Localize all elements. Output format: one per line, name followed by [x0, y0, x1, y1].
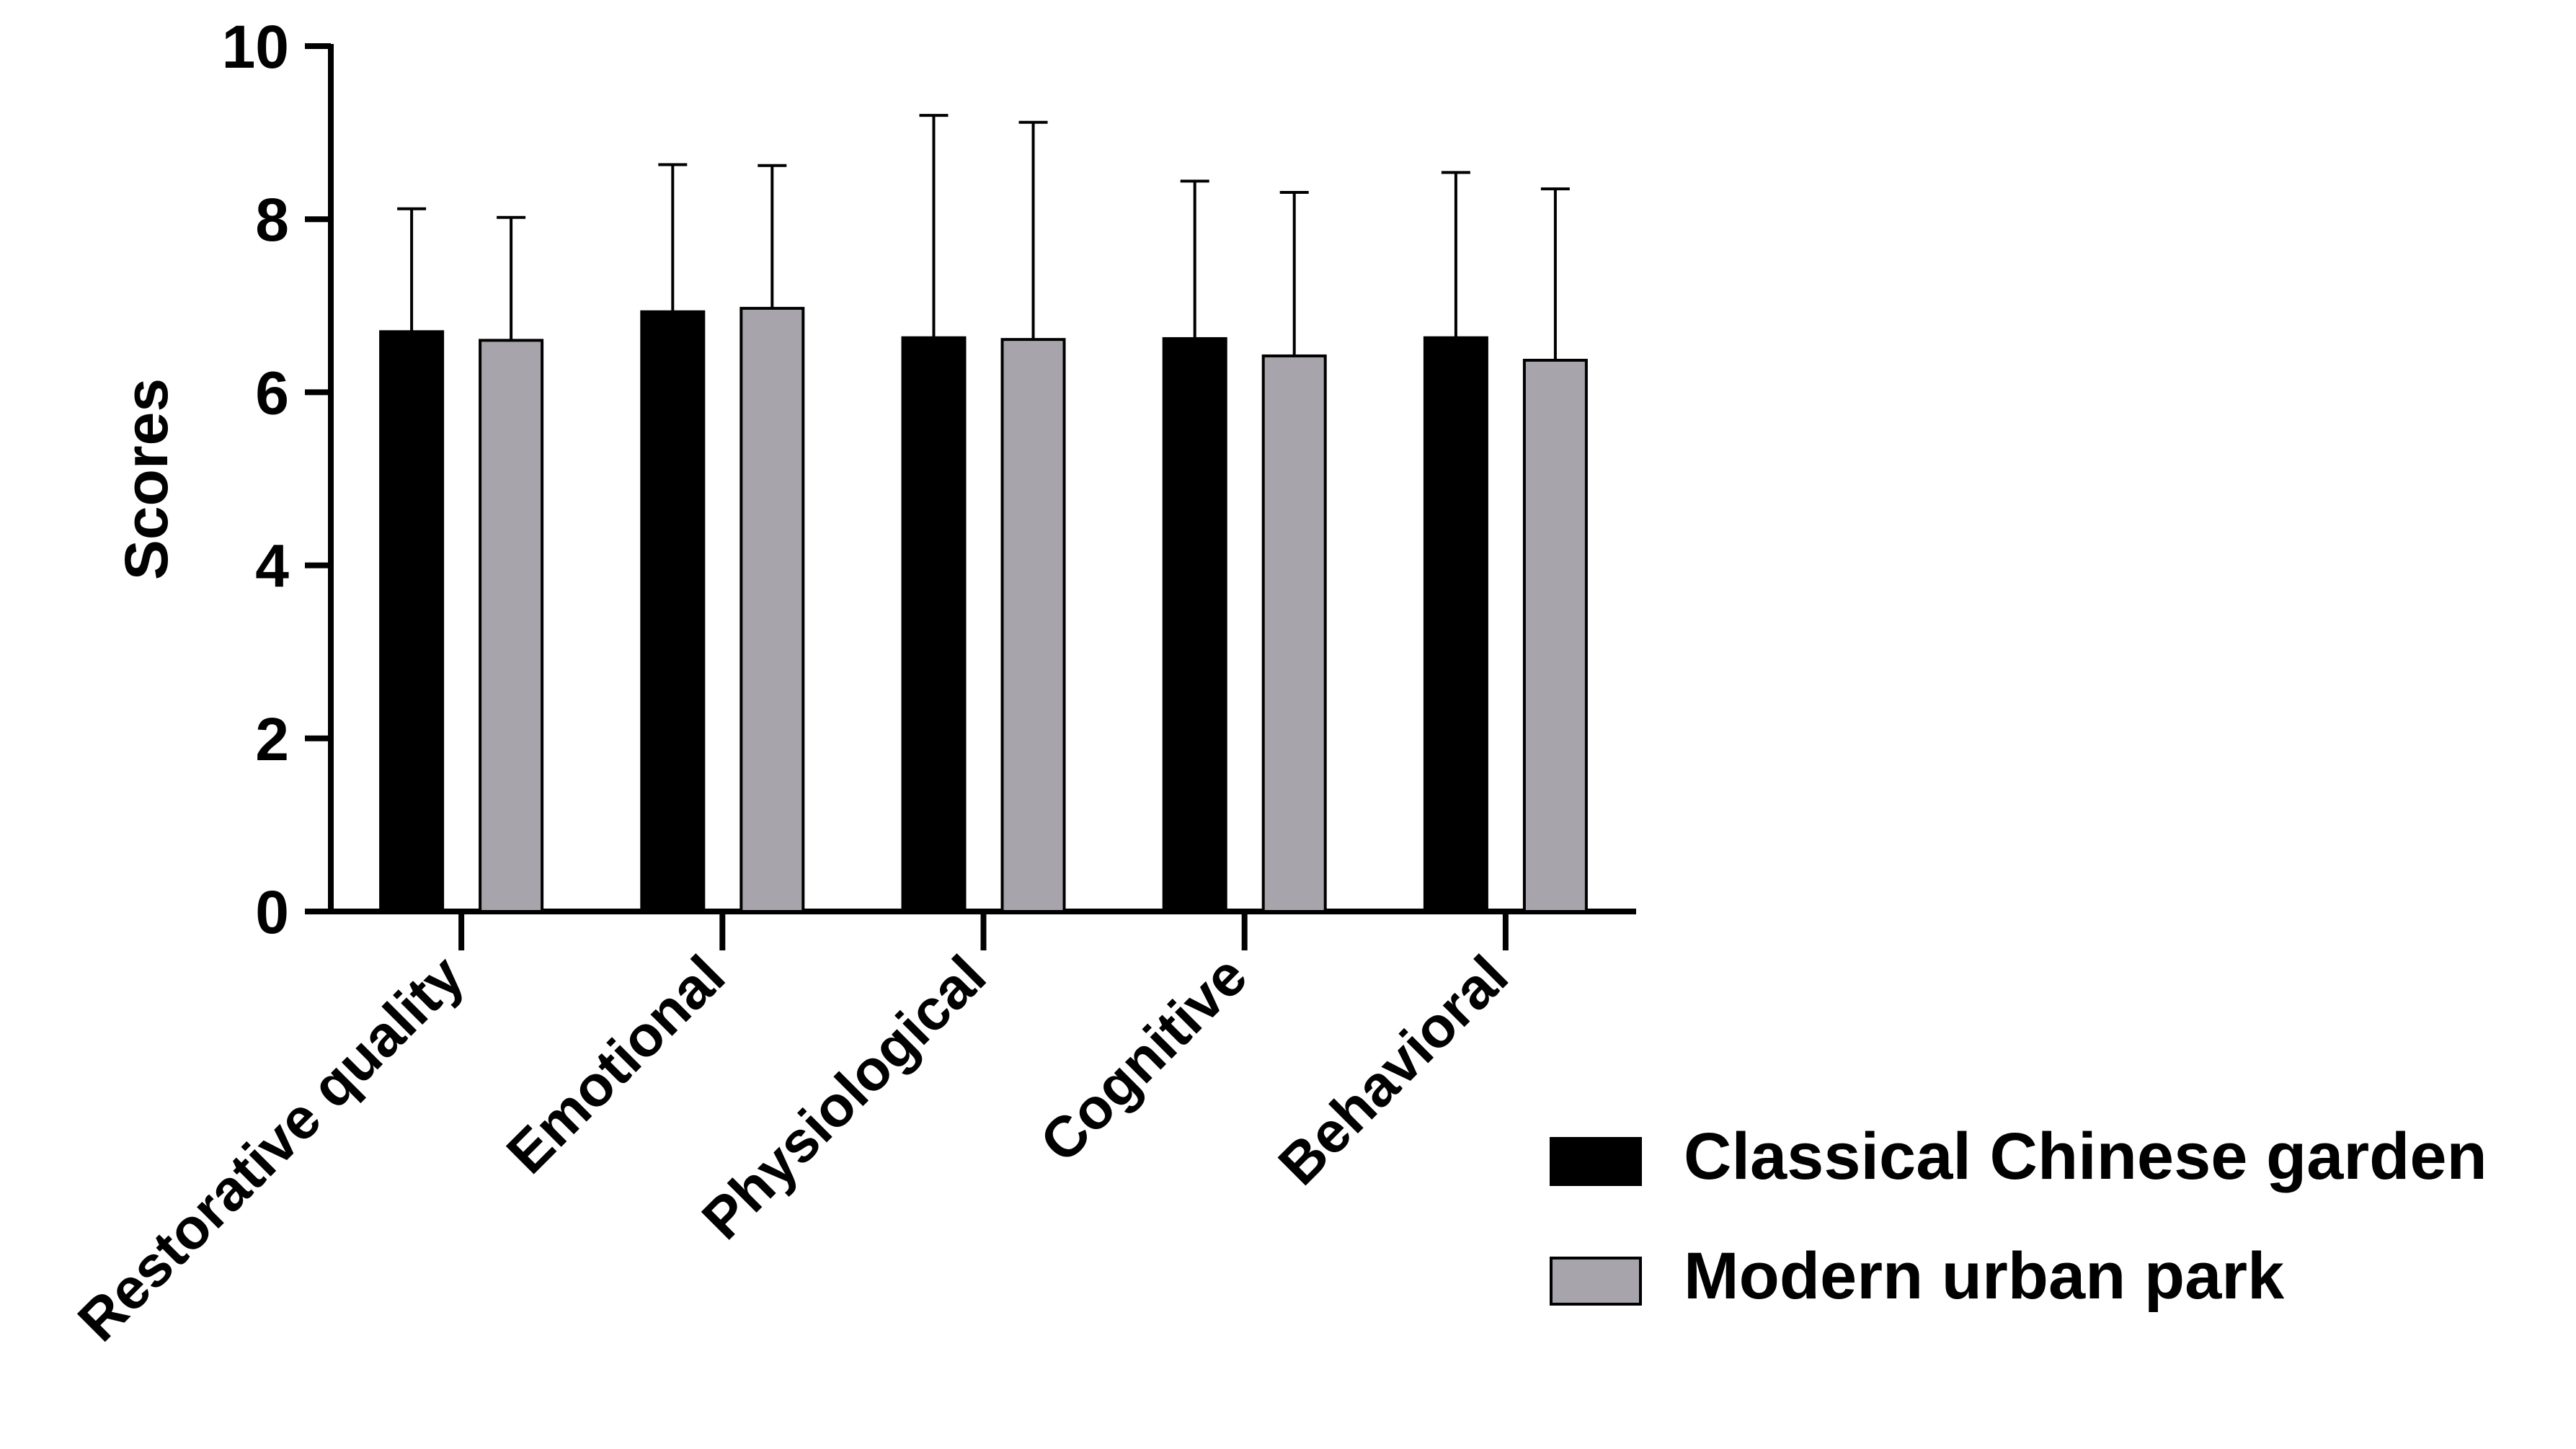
y-tick-label: 10: [222, 13, 289, 81]
x-category-label: Behavioral: [1266, 943, 1520, 1197]
bars: [379, 306, 1588, 914]
bar: [901, 336, 967, 913]
error-bars: [397, 114, 1570, 360]
legend-label: Modern urban park: [1684, 1239, 2285, 1313]
y-tick-label: 6: [255, 359, 289, 427]
legend: Classical Chinese garden Modern urban par…: [1550, 1120, 2487, 1313]
legend-swatch: [1550, 1257, 1642, 1306]
y-tick-label: 2: [255, 705, 289, 773]
bar: [1162, 336, 1227, 913]
bar: [1423, 336, 1488, 913]
bar: [640, 310, 706, 914]
y-axis-title: Scores: [112, 378, 180, 580]
y-tick-label: 0: [255, 878, 289, 946]
legend-swatch: [1550, 1137, 1642, 1186]
y-tick-label: 8: [255, 186, 289, 254]
x-category-label: Emotional: [494, 943, 737, 1185]
x-category-label: Cognitive: [1028, 943, 1259, 1174]
bar: [740, 306, 805, 913]
bar: [479, 339, 544, 913]
bar: [1522, 358, 1588, 913]
y-tick-label: 4: [255, 532, 289, 600]
bar: [379, 330, 445, 913]
axes: [305, 43, 1636, 950]
bar: [1000, 338, 1066, 914]
legend-label: Classical Chinese garden: [1684, 1120, 2487, 1193]
bar: [1261, 354, 1327, 913]
x-category-label: Restorative quality: [66, 943, 476, 1353]
